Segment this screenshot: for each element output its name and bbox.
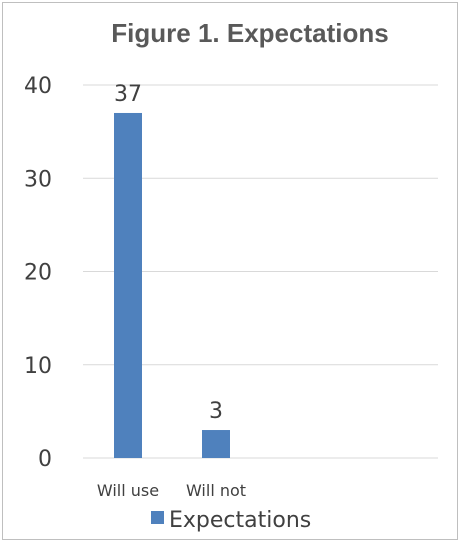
y-tick-label: 30 <box>24 167 52 192</box>
x-category-label: Will not <box>186 481 246 500</box>
legend: Expectations <box>151 508 311 533</box>
bar <box>114 113 142 458</box>
data-label: 3 <box>209 399 223 424</box>
x-axis-categories: Will use Will not <box>97 481 246 500</box>
y-tick-label: 10 <box>24 354 52 379</box>
bar <box>202 430 230 458</box>
legend-label: Expectations <box>169 508 311 533</box>
y-tick-label: 20 <box>24 261 52 286</box>
y-tick-label: 0 <box>38 447 52 472</box>
legend-swatch <box>151 511 164 524</box>
data-label: 37 <box>114 82 142 107</box>
chart-title: Figure 1. Expectations <box>111 18 388 48</box>
x-category-label: Will use <box>97 481 159 500</box>
y-tick-label: 40 <box>24 74 52 99</box>
y-axis-ticks: 0 10 20 30 40 <box>24 74 52 472</box>
